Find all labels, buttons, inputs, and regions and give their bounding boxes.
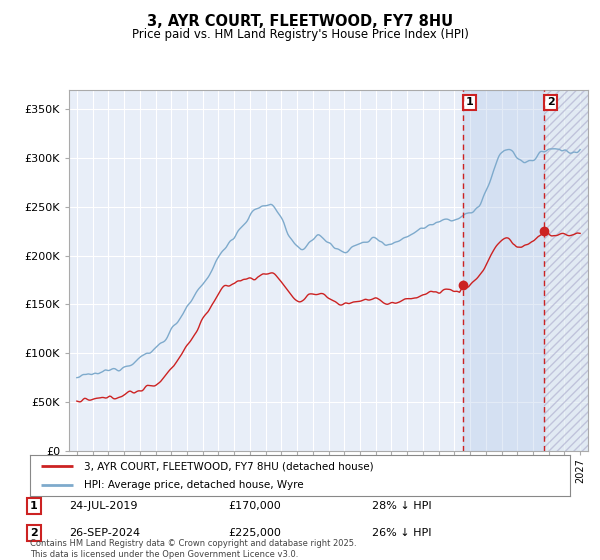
Text: 26-SEP-2024: 26-SEP-2024	[69, 528, 140, 538]
Text: 28% ↓ HPI: 28% ↓ HPI	[372, 501, 431, 511]
Text: £225,000: £225,000	[228, 528, 281, 538]
Bar	[544, 90, 588, 451]
Text: Price paid vs. HM Land Registry's House Price Index (HPI): Price paid vs. HM Land Registry's House …	[131, 28, 469, 41]
Text: 3, AYR COURT, FLEETWOOD, FY7 8HU: 3, AYR COURT, FLEETWOOD, FY7 8HU	[147, 14, 453, 29]
Bar	[463, 90, 544, 451]
Text: 1: 1	[30, 501, 38, 511]
Text: 24-JUL-2019: 24-JUL-2019	[69, 501, 137, 511]
Text: 1: 1	[466, 97, 473, 108]
Text: Contains HM Land Registry data © Crown copyright and database right 2025.
This d: Contains HM Land Registry data © Crown c…	[30, 539, 356, 559]
Text: 26% ↓ HPI: 26% ↓ HPI	[372, 528, 431, 538]
Text: HPI: Average price, detached house, Wyre: HPI: Average price, detached house, Wyre	[84, 480, 304, 489]
Bar	[544, 90, 588, 451]
Text: 2: 2	[547, 97, 554, 108]
Text: 2: 2	[30, 528, 38, 538]
Text: £170,000: £170,000	[228, 501, 281, 511]
Text: 3, AYR COURT, FLEETWOOD, FY7 8HU (detached house): 3, AYR COURT, FLEETWOOD, FY7 8HU (detach…	[84, 461, 374, 471]
